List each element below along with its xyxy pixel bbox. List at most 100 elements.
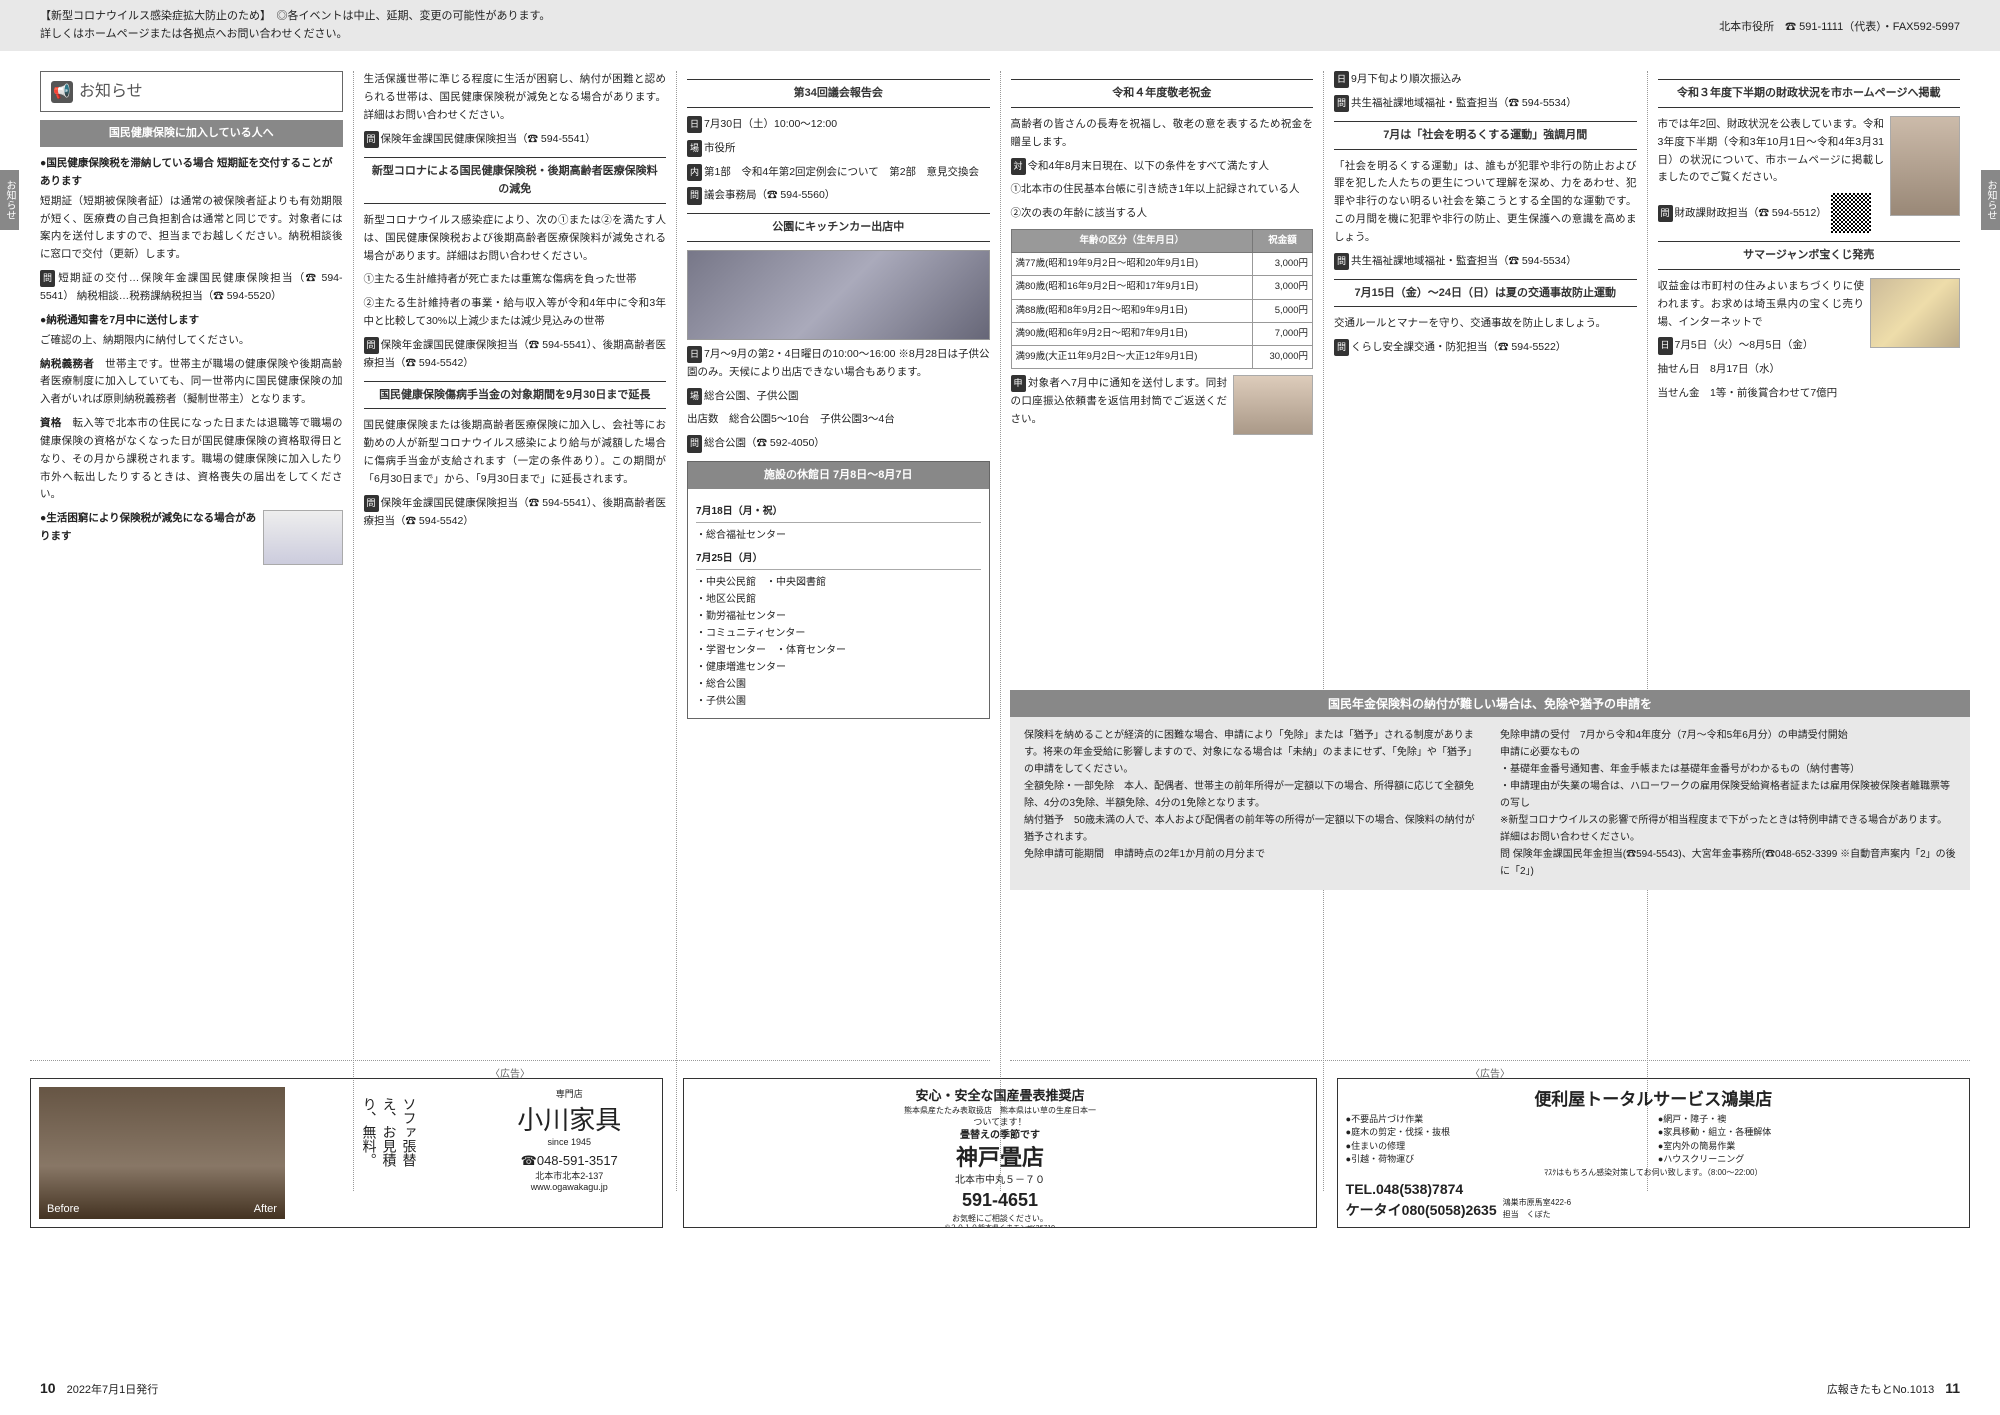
sec-title-gikai: 第34回議会報告会 — [687, 79, 990, 108]
c4-p1: 高齢者の皆さんの長寿を祝福し、敬老の意を表するため祝金を贈呈します。 — [1011, 116, 1314, 152]
card-image — [263, 510, 343, 565]
tag-date-icon: 日 — [1658, 337, 1673, 354]
kitchen-car-photo — [687, 250, 990, 340]
page-num-right: 11 — [1945, 1380, 1960, 1396]
tag-icon: 問 — [1658, 205, 1673, 222]
sec-title-corona: 新型コロナによる国民健康保険税・後期高齢者医療保険料の減免 — [364, 157, 667, 204]
c1-p1b: 問短期証の交付…保険年金課国民健康保険担当（☎ 594-5541） 納税相談…税… — [40, 270, 343, 306]
tag-icon: 問 — [1334, 339, 1349, 356]
side-tab-right: お知らせ — [1981, 170, 2000, 230]
tag-date-icon: 日 — [687, 346, 702, 363]
sec-title-koutsu: 7月15日（金）～24日（日）は夏の交通事故防止運動 — [1334, 279, 1637, 308]
c1-s4: 資格 転入等で北本市の住民になった日または退職等で職場の健康保険の資格がなくなっ… — [40, 415, 343, 504]
c2-p3: 国民健康保険または後期高齢者医療保険に加入し、会社等にお勤めの人が新型コロナウイ… — [364, 417, 667, 488]
c4-p1d: ②次の表の年齢に該当する人 — [1011, 205, 1314, 223]
page-num-left: 10 — [40, 1380, 56, 1396]
sec-title-teate: 国民健康保険傷病手当金の対象期間を9月30日まで延長 — [364, 381, 667, 410]
tag-info-icon: 問 — [40, 270, 55, 287]
c3-l1: 日7月30日（土）10:00～12:00 — [687, 116, 990, 134]
sofa-shop-name: 小川家具 — [484, 1100, 654, 1137]
header-notice-2: 詳しくはホームページまたは各拠点へお問い合わせください。 — [40, 26, 550, 44]
tag-content-icon: 内 — [687, 164, 702, 181]
table-row: 満88歳(昭和8年9月2日～昭和9年9月1日)5,000円 — [1011, 299, 1313, 322]
c4-p1c: ①北本市の住民基本台帳に引き続き1年以上記録されている人 — [1011, 181, 1314, 199]
header-bar: 【新型コロナウイルス感染症拡大防止のため】 ◎各イベントは中止、延期、変更の可能… — [0, 0, 2000, 51]
column-4: 令和４年度敬老祝金 高齢者の皆さんの長寿を祝福し、敬老の意を表するため祝金を贈呈… — [1001, 71, 1325, 1191]
c1-p1: 短期証（短期被保険者証）は通常の被保険者証よりも有効期限が短く、医療費の自己負担… — [40, 193, 343, 264]
table-row: 満90歳(昭和6年9月2日～昭和7年9月1日)7,000円 — [1011, 322, 1313, 345]
benri-items: ●不要品片づけ作業●庭木の剪定・伐採・抜根 ●住まいの修理●引越・荷物運び ●網… — [1346, 1113, 1961, 1167]
sec-title-jumbo: サマージャンボ宝くじ発売 — [1658, 241, 1961, 270]
sofa-vert-text: ソファ張替え、お見積り、無料。 — [360, 1087, 420, 1177]
column-2: 生活保護世帯に準じる程度に生活が困窮し、納付が困難と認められる世帯は、国民健康保… — [354, 71, 678, 1191]
wide-box-left: 保険料を納めることが経済的に困難な場合、申請により「免除」または「猶予」される制… — [1024, 727, 1480, 880]
tag-target-icon: 対 — [1011, 158, 1026, 175]
closed-box: 施設の休館日 7月8日～8月7日 7月18日（月・祝） ・総合福祉センター 7月… — [687, 461, 990, 719]
lottery-money-image — [1870, 278, 1960, 348]
ad-benri: 便利屋トータルサービス鴻巣店 ●不要品片づけ作業●庭木の剪定・伐採・抜根 ●住ま… — [1337, 1078, 1970, 1228]
c3-l2: 場市役所 — [687, 140, 990, 158]
column-1: 📢 お知らせ 国民健康保険に加入している人へ ●国民健康保険税を滞納している場合… — [30, 71, 354, 1191]
c2-p2: 新型コロナウイルス感染症により、次の①または②を満たす人は、国民健康保険税および… — [364, 212, 667, 266]
c3-l3: 内第1部 令和4年第2回定例会について 第2部 意見交換会 — [687, 164, 990, 182]
column-5: 日9月下旬より順次振込み 問共生福祉課地域福祉・監査担当（☎ 594-5534）… — [1324, 71, 1648, 1191]
c6-l2: 抽せん日 8月17日（水） — [1658, 361, 1961, 379]
c5-l2: 問共生福祉課地域福祉・監査担当（☎ 594-5534） — [1334, 95, 1637, 113]
ad-sofa: Before After ソファ張替え、お見積り、無料。 専門店 小川家具 si… — [30, 1078, 663, 1228]
footer: 10 2022年7月1日発行 広報きたもとNo.1013 11 — [0, 1372, 2000, 1405]
header-contact: 北本市役所 ☎ 591-1111（代表）・FAX592-5997 — [1719, 8, 1960, 43]
wide-pension-section: 国民年金保険料の納付が難しい場合は、免除や猶予の申請を 保険料を納めることが経済… — [1010, 680, 1970, 890]
sec-title-kitchen: 公園にキッチンカー出店中 — [687, 213, 990, 242]
keirou-table: 年齢の区分（生年月日）祝金額 満77歳(昭和19年9月2日～昭和20年9月1日)… — [1011, 229, 1314, 369]
c2-p3b: 問保険年金課国民健康保険担当（☎ 594-5541）、後期高齢者医療担当（☎ 5… — [364, 495, 667, 531]
c2-p2c: 問保険年金課国民健康保険担当（☎ 594-5541）、後期高齢者医療担当（☎ 5… — [364, 337, 667, 373]
tag-icon: 問 — [687, 435, 702, 452]
c4-p1b: 対令和4年8月末日現在、以下の条件をすべて満たす人 — [1011, 158, 1314, 176]
c6-l3: 当せん金 1等・前後賞合わせて7億円 — [1658, 385, 1961, 403]
c3-p2b: 場総合公園、子供公園 — [687, 388, 990, 406]
tag-apply-icon: 申 — [1011, 375, 1026, 392]
c1-s2: ●納税通知書を7月中に送付します — [40, 312, 343, 330]
tag-icon: 問 — [1334, 253, 1349, 270]
c5-p2b: 問共生福祉課地域福祉・監査担当（☎ 594-5534） — [1334, 253, 1637, 271]
c2-p2b: ②主たる生計維持者の事業・給与収入等が令和4年中に令和3年中と比較して30%以上… — [364, 295, 667, 331]
closed-d1: 7月18日（月・祝） — [696, 503, 981, 523]
wide-box-right: 免除申請の受付 7月から令和4年度分（7月～令和5年6月分）の申請受付開始 申請… — [1500, 727, 1956, 880]
footer-date: 2022年7月1日発行 — [67, 1384, 159, 1396]
c5-l1: 日9月下旬より順次振込み — [1334, 71, 1637, 89]
notice-title: お知らせ — [79, 78, 143, 105]
c3-p2c: 出店数 総合公園5～10台 子供公園3～4台 — [687, 411, 990, 429]
c1-s1: ●国民健康保険税を滞納している場合 短期証を交付することがあります — [40, 155, 343, 191]
tag-icon: 問 — [1334, 95, 1349, 112]
tag-icon: 問 — [364, 337, 379, 354]
ad-tatami: 安心・安全な国産畳表推奨店 熊本県産たたみ表取扱店 熊本県はい草の生産日本一 つ… — [683, 1078, 1316, 1228]
table-row: 満77歳(昭和19年9月2日～昭和20年9月1日)3,000円 — [1011, 253, 1313, 276]
c5-p3: 交通ルールとマナーを守り、交通事故を防止しましょう。 — [1334, 315, 1637, 333]
elderly-couple-image — [1233, 375, 1313, 435]
c3-p2d: 問総合公園（☎ 592-4050） — [687, 435, 990, 453]
sec-title-kokuho: 国民健康保険に加入している人へ — [40, 120, 343, 147]
c1-s3: 納税義務者 世帯主です。世帯主が職場の健康保険や後期高齢者医療制度に加入していて… — [40, 356, 343, 410]
closed-d2: 7月25日（月） — [696, 550, 981, 570]
side-tab-left: お知らせ — [0, 170, 19, 230]
sec-title-shakai: 7月は「社会を明るくする運動」強調月間 — [1334, 121, 1637, 150]
c3-l4: 問議会事務局（☎ 594-5560） — [687, 187, 990, 205]
tag-date-icon: 日 — [1334, 71, 1349, 88]
c3-p2: 日7月～9月の第2・4日曜日の10:00～16:00 ※8月28日は子供公園のみ… — [687, 346, 990, 382]
closed-d1-items: ・総合福祉センター — [696, 527, 981, 544]
wide-box-title: 国民年金保険料の納付が難しい場合は、免除や猶予の申請を — [1010, 690, 1970, 717]
notice-header: 📢 お知らせ — [40, 71, 343, 112]
megaphone-icon: 📢 — [51, 81, 73, 103]
sec-title-keirou: 令和４年度敬老祝金 — [1011, 79, 1314, 108]
table-row: 満99歳(大正11年9月2日～大正12年9月1日)30,000円 — [1011, 345, 1313, 368]
column-6: 令和３年度下半期の財政状況を市ホームページへ掲載 市では年2回、財政状況を公表し… — [1648, 71, 1971, 1191]
column-3: 第34回議会報告会 日7月30日（土）10:00～12:00 場市役所 内第1部… — [677, 71, 1001, 1191]
tag-place-icon: 場 — [687, 388, 702, 405]
table-row: 満80歳(昭和16年9月2日～昭和17年9月1日)3,000円 — [1011, 276, 1313, 299]
closed-header: 施設の休館日 7月8日～8月7日 — [688, 462, 989, 489]
footer-title: 広報きたもとNo.1013 — [1827, 1384, 1934, 1396]
sec-title-zaisei: 令和３年度下半期の財政状況を市ホームページへ掲載 — [1658, 79, 1961, 108]
c5-p2: 「社会を明るくする運動」は、誰もが犯罪や非行の防止および罪を犯した人たちの更生に… — [1334, 158, 1637, 247]
c1-p2: ご確認の上、納期限内に納付してください。 — [40, 332, 343, 350]
tag-icon: 問 — [364, 495, 379, 512]
